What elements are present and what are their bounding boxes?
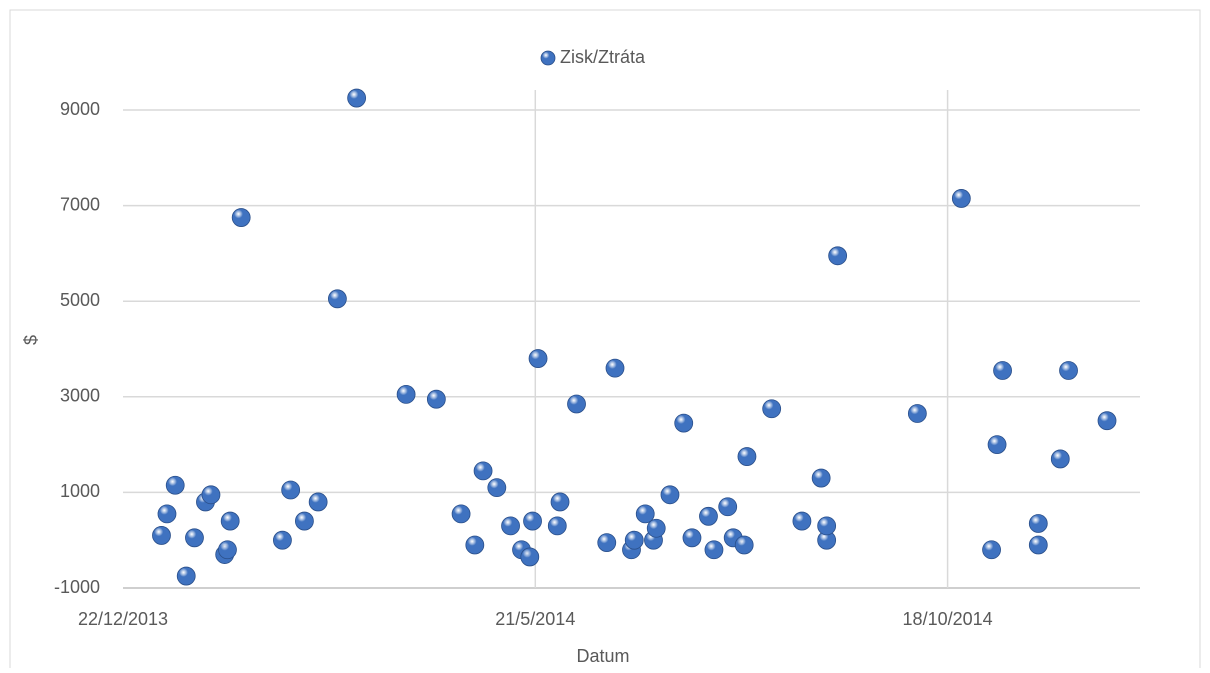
data-point — [567, 394, 586, 414]
y-axis-label: $ — [21, 335, 41, 345]
data-point — [1028, 535, 1048, 555]
y-tick-label: 3000 — [60, 386, 100, 406]
data-point — [828, 246, 848, 266]
data-point — [699, 506, 718, 526]
data-point — [152, 526, 171, 545]
data-point — [426, 389, 446, 409]
x-axis-label: Datum — [576, 646, 629, 666]
y-tick-label: 9000 — [60, 99, 100, 119]
data-point — [737, 447, 757, 466]
data-point — [465, 535, 485, 555]
x-tick-label: 18/10/2014 — [903, 609, 993, 629]
legend-marker — [540, 50, 556, 66]
data-point — [520, 547, 540, 567]
data-point — [811, 468, 831, 488]
data-point — [597, 533, 617, 552]
data-point — [1097, 411, 1117, 431]
data-point — [624, 530, 644, 550]
data-point — [451, 504, 471, 524]
data-point — [1028, 514, 1048, 533]
data-point — [792, 511, 812, 531]
data-point — [635, 504, 655, 524]
data-point — [646, 518, 666, 538]
data-point — [281, 480, 301, 500]
data-point — [487, 478, 507, 498]
data-point — [550, 492, 570, 512]
data-point — [185, 528, 204, 548]
data-point — [982, 540, 1001, 560]
x-tick-label: 22/12/2013 — [78, 609, 168, 629]
data-point — [1059, 361, 1078, 380]
data-point — [523, 511, 542, 531]
data-point — [605, 358, 625, 378]
data-point — [176, 566, 196, 586]
data-point — [501, 516, 520, 536]
chart-frame — [9, 9, 1201, 673]
data-point — [295, 511, 314, 531]
data-point — [951, 189, 971, 208]
data-point — [1050, 449, 1070, 469]
data-point — [473, 461, 493, 481]
data-point — [347, 88, 367, 108]
data-point — [220, 511, 240, 531]
data-point — [273, 530, 292, 550]
data-point — [308, 492, 328, 512]
data-point — [762, 399, 782, 419]
data-point — [718, 497, 738, 517]
data-point — [157, 504, 177, 524]
data-point — [218, 540, 237, 560]
data-point — [528, 349, 548, 368]
data-point — [674, 413, 694, 433]
data-point — [682, 528, 702, 548]
y-tick-label: 7000 — [60, 194, 100, 214]
y-tick-label: 1000 — [60, 481, 100, 501]
data-point — [987, 435, 1007, 455]
data-point — [817, 516, 837, 536]
y-tick-label: 5000 — [60, 290, 100, 310]
legend-label: Zisk/Ztráta — [560, 47, 646, 67]
y-tick-label: -1000 — [54, 577, 100, 597]
data-point — [547, 516, 567, 536]
x-tick-label: 21/5/2014 — [495, 609, 575, 629]
data-point — [907, 404, 927, 423]
data-point — [660, 485, 680, 505]
data-point — [165, 475, 185, 495]
data-point — [231, 208, 251, 227]
data-point — [327, 289, 347, 309]
data-point — [734, 535, 754, 555]
data-point — [201, 485, 221, 505]
data-point — [704, 540, 724, 560]
data-point — [993, 361, 1012, 380]
data-point — [396, 385, 416, 404]
